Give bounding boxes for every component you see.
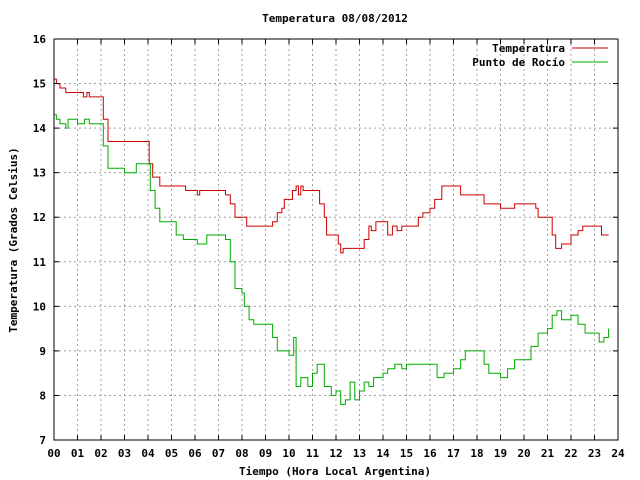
- y-tick-label: 15: [33, 78, 46, 91]
- x-tick-label: 24: [611, 447, 625, 460]
- x-tick-label: 19: [494, 447, 507, 460]
- x-tick-label: 04: [141, 447, 155, 460]
- x-tick-label: 01: [71, 447, 85, 460]
- x-tick-label: 00: [47, 447, 60, 460]
- legend-label-punto-de-rocio: Punto de Rocío: [472, 56, 565, 69]
- y-tick-label: 14: [33, 122, 47, 135]
- x-tick-label: 16: [423, 447, 437, 460]
- y-tick-label: 7: [39, 434, 46, 447]
- y-tick-label: 13: [33, 167, 46, 180]
- x-tick-label: 17: [447, 447, 460, 460]
- series-line-punto-de-roc-o: [54, 114, 610, 405]
- x-tick-label: 06: [188, 447, 202, 460]
- x-tick-labels: 00 01 02 03 04 05 06 07 08 09 10 11 12 13 14 15 16 17 18 19…: [47, 447, 625, 460]
- legend-label-temperatura: Temperatura: [492, 42, 565, 55]
- y-axis-label: Temperatura (Grados Celsius): [7, 147, 20, 332]
- x-tick-label: 12: [329, 447, 342, 460]
- y-tick-label: 8: [39, 389, 46, 402]
- x-tick-label: 20: [517, 447, 530, 460]
- x-tick-label: 14: [376, 447, 390, 460]
- x-axis-label: Tiempo (Hora Local Argentina): [239, 465, 431, 478]
- x-tick-label: 15: [400, 447, 413, 460]
- y-tick-label: 16: [33, 33, 47, 46]
- legend: Temperatura Punto de Rocío: [472, 42, 608, 69]
- grid-lines: [54, 39, 618, 440]
- y-tick-label: 12: [33, 211, 46, 224]
- x-tick-label: 03: [118, 447, 131, 460]
- axis-ticks: [53, 38, 619, 441]
- series-line-temperatura: [54, 78, 609, 254]
- x-tick-label: 10: [282, 447, 295, 460]
- x-tick-label: 21: [541, 447, 555, 460]
- x-tick-label: 08: [235, 447, 248, 460]
- y-tick-label: 9: [39, 345, 46, 358]
- x-tick-label: 13: [353, 447, 366, 460]
- series-layer: [54, 78, 610, 405]
- y-tick-label: 11: [33, 256, 47, 269]
- x-tick-label: 11: [306, 447, 320, 460]
- x-tick-label: 22: [564, 447, 577, 460]
- x-tick-label: 07: [212, 447, 225, 460]
- x-tick-label: 02: [94, 447, 107, 460]
- chart-title: Temperatura 08/08/2012: [262, 12, 408, 25]
- x-tick-label: 09: [259, 447, 272, 460]
- y-tick-label: 10: [33, 300, 46, 313]
- y-tick-labels: 7 8 9 10 11 12 13 14 15 16: [33, 33, 47, 447]
- x-tick-label: 23: [588, 447, 601, 460]
- x-tick-label: 05: [165, 447, 178, 460]
- x-tick-label: 18: [470, 447, 483, 460]
